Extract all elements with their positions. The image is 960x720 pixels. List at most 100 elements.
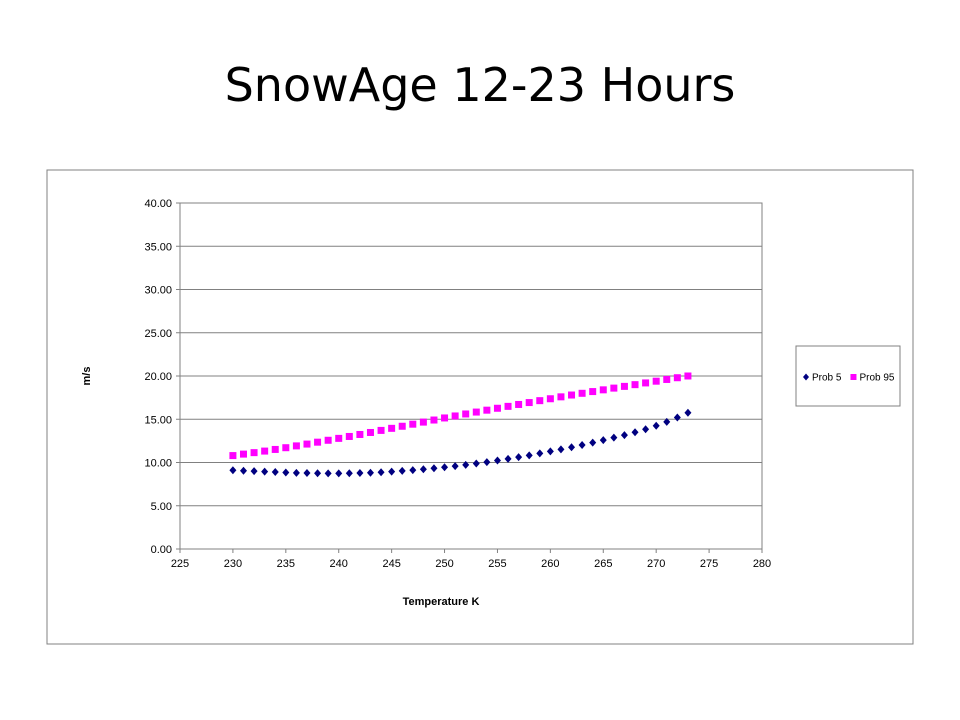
- data-point: [451, 412, 459, 420]
- x-tick-label: 240: [330, 558, 348, 570]
- data-point: [642, 425, 650, 434]
- data-point: [377, 468, 385, 477]
- y-tick-label: 30.00: [144, 285, 172, 297]
- y-tick-label: 20.00: [144, 371, 172, 383]
- y-tick-label: 0.00: [151, 544, 172, 556]
- data-point: [366, 468, 374, 477]
- data-point: [303, 469, 311, 478]
- data-point: [663, 417, 671, 426]
- data-point: [462, 410, 470, 418]
- axes: [176, 202, 763, 553]
- x-tick-label: 225: [171, 558, 189, 570]
- data-point: [620, 382, 628, 390]
- data-point: [419, 418, 427, 426]
- data-point: [303, 440, 311, 448]
- data-point: [462, 460, 470, 469]
- data-point: [493, 456, 501, 465]
- data-point: [673, 413, 681, 422]
- data-point: [504, 454, 512, 463]
- y-tick-label: 40.00: [144, 198, 172, 210]
- data-point: [292, 442, 300, 450]
- data-point: [536, 397, 544, 405]
- y-tick-label: 15.00: [144, 414, 172, 426]
- data-point: [684, 408, 692, 417]
- data-point: [324, 436, 332, 444]
- data-point: [589, 438, 597, 447]
- data-point: [504, 402, 512, 410]
- data-point: [239, 450, 247, 458]
- x-tick-label: 270: [647, 558, 665, 570]
- x-axis-title: Temperature K: [403, 596, 480, 608]
- data-point: [568, 391, 576, 399]
- x-axis-tick-labels: 225 230 235 240 245 250 255 260 265 270 275 280: [171, 558, 771, 570]
- y-axis-title: m/s: [81, 367, 93, 386]
- data-point: [515, 400, 523, 408]
- x-tick-label: 280: [753, 558, 771, 570]
- data-point: [578, 389, 586, 397]
- x-tick-label: 250: [435, 558, 453, 570]
- legend-marker: [850, 374, 857, 380]
- data-point: [483, 458, 491, 467]
- data-point: [314, 438, 322, 446]
- data-point: [472, 408, 480, 416]
- data-point: [409, 420, 417, 428]
- data-point: [282, 444, 290, 452]
- data-point: [578, 440, 586, 449]
- data-point: [684, 372, 692, 380]
- data-point: [568, 443, 576, 452]
- data-point: [557, 445, 565, 454]
- data-series: [229, 372, 692, 478]
- data-point: [239, 466, 247, 475]
- data-point: [356, 430, 364, 438]
- data-point: [282, 468, 290, 477]
- legend-box: [795, 345, 901, 407]
- data-point: [345, 432, 353, 440]
- x-tick-label: 255: [488, 558, 506, 570]
- x-tick-label: 260: [541, 558, 559, 570]
- legend: Prob 5 Prob 95: [795, 345, 901, 407]
- x-tick-label: 275: [700, 558, 718, 570]
- data-point: [356, 469, 364, 478]
- x-tick-label: 265: [594, 558, 612, 570]
- data-point: [663, 375, 671, 383]
- data-point: [430, 416, 438, 424]
- data-point: [398, 422, 406, 430]
- data-point: [673, 374, 681, 382]
- data-point: [599, 386, 607, 394]
- data-point: [292, 468, 300, 477]
- data-point: [441, 463, 449, 472]
- data-point: [557, 393, 565, 401]
- data-point: [451, 462, 459, 471]
- data-point: [610, 433, 618, 442]
- data-point: [335, 434, 343, 442]
- data-point: [599, 436, 607, 445]
- y-tick-label: 10.00: [144, 458, 172, 470]
- data-point: [229, 466, 237, 475]
- data-point: [314, 469, 322, 478]
- data-point: [388, 424, 396, 432]
- data-point: [271, 468, 279, 477]
- legend-entry: Prob 5: [803, 373, 842, 384]
- data-point: [398, 466, 406, 475]
- data-point: [229, 452, 237, 460]
- y-tick-label: 35.00: [144, 241, 172, 253]
- series-1: [229, 408, 692, 478]
- data-point: [335, 469, 343, 478]
- data-point: [652, 421, 660, 430]
- x-tick-label: 245: [382, 558, 400, 570]
- data-point: [546, 447, 554, 456]
- data-point: [261, 447, 269, 455]
- data-point: [589, 388, 597, 396]
- data-point: [546, 395, 554, 403]
- data-point: [493, 404, 501, 412]
- data-point: [419, 465, 427, 474]
- data-point: [271, 445, 279, 453]
- data-point: [366, 428, 374, 436]
- data-point: [345, 469, 353, 478]
- data-point: [441, 414, 449, 422]
- data-point: [631, 428, 639, 437]
- data-point: [430, 464, 438, 473]
- legend-label: Prob 95: [859, 373, 894, 384]
- data-point: [536, 449, 544, 458]
